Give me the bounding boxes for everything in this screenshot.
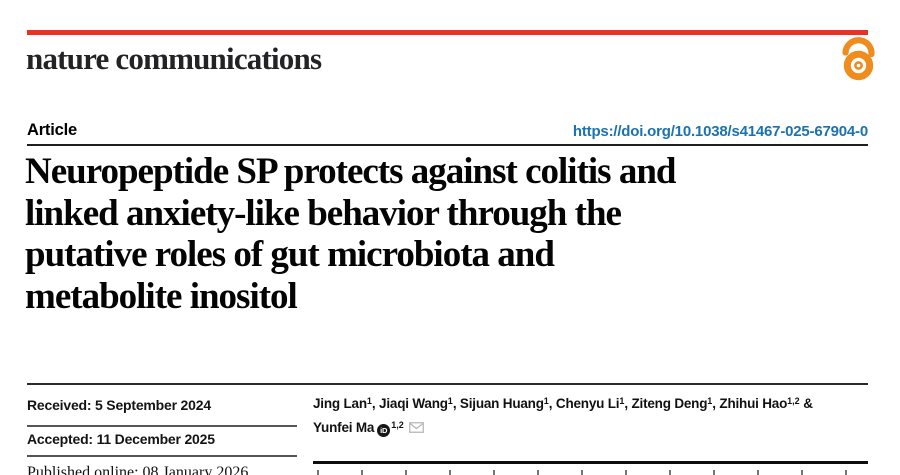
author-name: Jiaqi Wang xyxy=(379,396,448,411)
open-access-lock-icon[interactable] xyxy=(840,34,877,81)
author-affiliation: 1 xyxy=(619,396,625,406)
published-date: Published online: 08 January 2026 xyxy=(27,464,249,475)
masthead-red-bar xyxy=(27,30,868,35)
author-affiliation: 1 xyxy=(543,396,549,406)
header-divider xyxy=(27,144,868,146)
accepted-date: Accepted: 11 December 2025 xyxy=(27,431,215,447)
author-affiliation: 1 xyxy=(366,396,372,406)
author-name: Ziteng Deng xyxy=(631,396,708,411)
doi-link[interactable]: https://doi.org/10.1038/s41467-025-67904… xyxy=(572,123,868,140)
author-affiliation: 1 xyxy=(707,396,713,406)
dates-divider-2 xyxy=(27,455,297,457)
author-line-2: Yunfei Ma iD1,2 xyxy=(313,415,871,440)
author-separator: , xyxy=(624,396,632,411)
info-section-divider xyxy=(27,383,868,385)
author-affiliation: 1,2 xyxy=(391,419,404,430)
author-separator: , xyxy=(452,396,460,411)
page-title: Neuropeptide SP protects against colitis… xyxy=(25,151,885,317)
author-separator: & xyxy=(799,396,813,411)
dates-divider-1 xyxy=(27,425,297,427)
author-name: Chenyu Li xyxy=(555,396,620,411)
author-separator: , xyxy=(712,396,720,411)
title-line-1: Neuropeptide SP protects against colitis… xyxy=(25,151,676,192)
author-affiliation: 1,2 xyxy=(787,396,800,406)
author-line-1: Jing Lan1, Jiaqi Wang1, Sijuan Huang1, C… xyxy=(313,391,871,415)
author-name: Zhihui Hao xyxy=(719,396,788,411)
author-affiliation: 1 xyxy=(447,396,453,406)
orcid-id-icon[interactable]: iD xyxy=(377,423,391,437)
envelope-icon[interactable] xyxy=(408,418,424,440)
abstract-divider xyxy=(313,461,868,464)
author-list: Jing Lan1, Jiaqi Wang1, Sijuan Huang1, C… xyxy=(313,391,871,439)
author-separator: , xyxy=(548,396,556,411)
article-dates: Received: 5 September 2024 Accepted: 11 … xyxy=(27,385,297,475)
clipped-abstract-text-top xyxy=(317,470,847,475)
article-type-label: Article xyxy=(27,121,77,139)
received-date: Received: 5 September 2024 xyxy=(27,397,211,413)
journal-logo: nature communications xyxy=(26,41,322,76)
author-name: Yunfei Ma xyxy=(313,419,375,435)
title-line-2: linked anxiety-like behavior through the xyxy=(25,192,622,234)
author-name: Jing Lan xyxy=(313,396,367,411)
author-separator: , xyxy=(371,396,380,411)
author-name: Sijuan Huang xyxy=(459,396,544,411)
title-line-3: putative roles of gut microbiota and xyxy=(25,234,555,275)
title-line-4: metabolite inositol xyxy=(25,275,298,317)
